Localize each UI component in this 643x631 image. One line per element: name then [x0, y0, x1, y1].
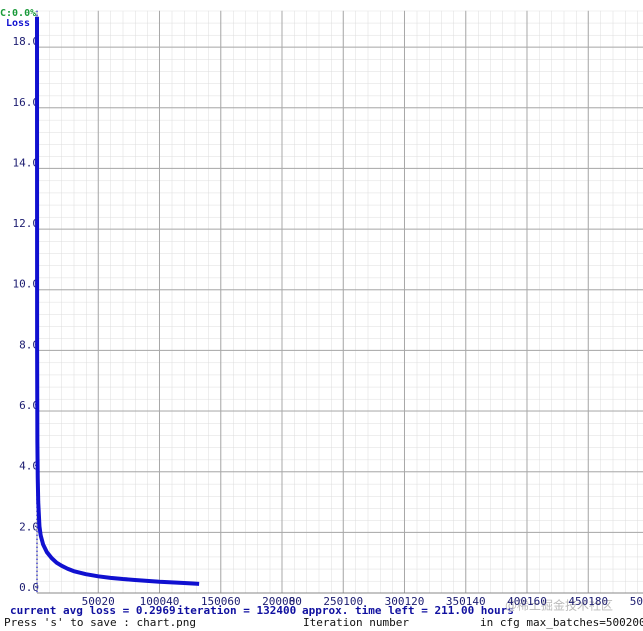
- y-tick-label: 12.0: [13, 217, 40, 230]
- x-tick-label: 350140: [446, 595, 486, 608]
- y-tick-label: 6.0: [19, 399, 39, 412]
- watermark: @稀土掘金技术社区: [505, 598, 613, 613]
- x-tick-label: 50020: [82, 595, 115, 608]
- status-loss: current avg loss = 0.2969: [10, 604, 176, 617]
- x-tick-label: 450180: [568, 595, 608, 608]
- x-tick-label: 400160: [507, 595, 547, 608]
- x-tick-label: 200080: [262, 595, 302, 608]
- y-tick-label: 0.0: [19, 581, 39, 594]
- y-tick-label: 16.0: [13, 96, 40, 109]
- y-label: Loss: [6, 18, 30, 29]
- y-tick-label: 8.0: [19, 338, 39, 351]
- corner-label: C:0.0%: [0, 8, 36, 19]
- status-iteration: iteration = 132400: [177, 604, 296, 617]
- y-tick-label: 18.0: [13, 35, 40, 48]
- max-batches: in cfg max_batches=500200: [480, 616, 643, 629]
- x-label: Iteration number: [303, 616, 409, 629]
- y-tick-label: 10.0: [13, 278, 40, 291]
- x-tick-label: 250100: [323, 595, 363, 608]
- y-tick-label: 2.0: [19, 520, 39, 533]
- status-time: approx. time left = 211.00 hours: [302, 604, 514, 617]
- loss-line: [35, 16, 200, 586]
- save-hint: Press 's' to save : chart.png: [4, 616, 196, 629]
- x-tick-label: 0: [289, 595, 296, 608]
- x-tick-label: 300120: [385, 595, 425, 608]
- y-tick-label: 14.0: [13, 156, 40, 169]
- y-tick-label: 4.0: [19, 460, 39, 473]
- x-tick-label: 100040: [140, 595, 180, 608]
- x-tick-label: 150060: [201, 595, 241, 608]
- x-tick-label: 50: [630, 595, 643, 608]
- minor-grid: [37, 10, 643, 593]
